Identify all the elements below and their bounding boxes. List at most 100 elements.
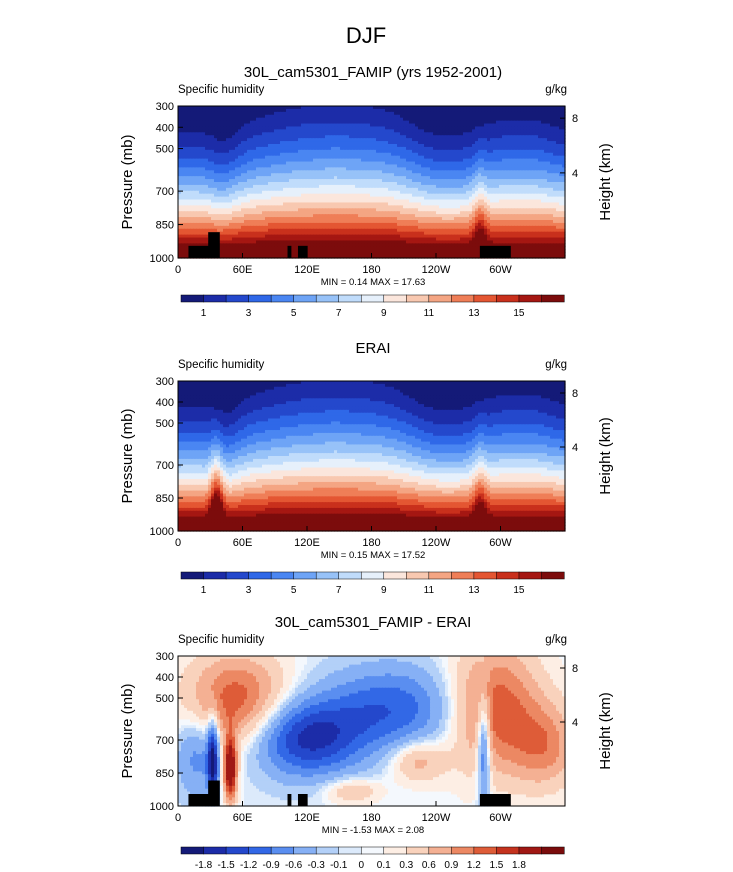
y-right-tick-label: 8	[572, 663, 578, 675]
x-tick-label: 180	[362, 264, 380, 276]
y-tick-label: 500	[156, 418, 174, 430]
y-tick-label: 700	[156, 735, 174, 747]
x-tick-label: 60E	[233, 264, 253, 276]
colorbar-label: -0.1	[330, 860, 348, 871]
colorbar: 1 3 5 7 9 11 13 15	[180, 294, 565, 319]
topography-mask	[297, 245, 308, 258]
colorbar-label: 13	[468, 308, 480, 319]
colorbar-label: 0.3	[399, 860, 413, 871]
x-tick-label: 120E	[294, 264, 320, 276]
colorbar-swatch	[360, 571, 385, 580]
colorbar-label: 15	[513, 308, 525, 319]
colorbar-label: 0.1	[377, 860, 391, 871]
x-tick-label: 120W	[422, 812, 451, 824]
colorbar-label: 9	[381, 308, 387, 319]
colorbar-swatch	[518, 846, 543, 855]
colorbar-swatch	[451, 294, 475, 303]
colorbar-swatch	[473, 571, 497, 580]
colorbar-swatch	[473, 846, 497, 855]
colorbar-swatch	[180, 294, 205, 303]
colorbar-swatch	[293, 571, 317, 580]
y-right-tick-label: 4	[572, 442, 578, 454]
chart-panel: 30L_cam5301_FAMIP (yrs 1952-2001) Specifi…	[119, 64, 614, 319]
colorbar-label: 13	[468, 585, 480, 596]
topography-mask	[287, 794, 292, 806]
topography-mask	[479, 245, 511, 258]
panel-title: ERAI	[355, 340, 390, 357]
x-tick-label: 60E	[233, 812, 253, 824]
colorbar-swatch	[518, 294, 543, 303]
colorbar-label: 11	[424, 585, 435, 596]
colorbar-swatch	[338, 846, 362, 855]
x-tick-label: 120W	[422, 264, 451, 276]
colorbar-swatch	[428, 294, 452, 303]
chart-panel: ERAI Specific humidity g/kg 300 400 500 700 850…	[119, 340, 614, 596]
right-annotation: g/kg	[545, 359, 567, 371]
y-tick-label: 850	[156, 493, 174, 505]
y-axis-label: Pressure (mb)	[119, 134, 136, 229]
colorbar-swatch	[451, 846, 475, 855]
colorbar-label: 3	[246, 308, 252, 319]
colorbar-label: 1.8	[512, 860, 526, 871]
colorbar-swatch	[270, 294, 295, 303]
topography-mask	[208, 780, 220, 806]
y-tick-label: 500	[156, 693, 174, 705]
colorbar-swatch	[225, 294, 250, 303]
colorbar-swatch	[360, 846, 385, 855]
colorbar-swatch	[541, 294, 565, 303]
colorbar-swatch	[203, 571, 227, 580]
y-tick-label: 300	[156, 376, 174, 388]
y-tick-label: 1000	[150, 253, 174, 265]
colorbar-swatch	[315, 294, 340, 303]
colorbar-swatch	[541, 571, 565, 580]
left-annotation: Specific humidity	[178, 359, 265, 371]
left-annotation: Specific humidity	[178, 84, 265, 96]
colorbar-label: -0.3	[308, 860, 326, 871]
colorbar-swatch	[406, 571, 430, 580]
colorbar-swatch	[338, 571, 362, 580]
colorbar: -1.8 -1.5 -1.2 -0.9 -0.6 -0.3 -0.1 0 0.1 0.3 0.6 0.…	[180, 846, 565, 871]
y-tick-label: 700	[156, 460, 174, 472]
colorbar-swatch	[180, 571, 205, 580]
x-tick-label: 0	[175, 264, 181, 276]
y-tick-label: 700	[156, 186, 174, 198]
topography-mask	[479, 794, 511, 806]
contour-field	[178, 381, 566, 532]
colorbar-swatch	[315, 571, 340, 580]
colorbar-label: 7	[336, 308, 342, 319]
y-right-tick-label: 4	[572, 717, 578, 729]
colorbar-label: -0.6	[285, 860, 303, 871]
y-tick-label: 500	[156, 144, 174, 156]
colorbar-swatch	[315, 846, 340, 855]
topography-mask	[188, 794, 212, 806]
colorbar-swatch	[406, 294, 430, 303]
colorbar-swatch	[203, 294, 227, 303]
colorbar-label: 1.2	[467, 860, 481, 871]
y-right-axis-label: Height (km)	[597, 692, 614, 770]
stats-label: MIN = 0.15 MAX = 17.52	[321, 550, 426, 561]
colorbar-swatch	[383, 571, 407, 580]
stats-label: MIN = -1.53 MAX = 2.08	[322, 825, 424, 836]
colorbar-swatch	[496, 846, 520, 855]
x-tick-label: 180	[362, 537, 380, 549]
colorbar-swatch	[451, 571, 475, 580]
y-tick-label: 400	[156, 397, 174, 409]
x-tick-label: 60E	[233, 537, 253, 549]
right-annotation: g/kg	[545, 634, 567, 646]
colorbar-label: 0.9	[444, 860, 458, 871]
colorbar-swatch	[383, 294, 407, 303]
contour-field	[178, 106, 566, 259]
contour-field	[178, 656, 566, 807]
colorbar-swatch	[180, 846, 205, 855]
panel-title: 30L_cam5301_FAMIP (yrs 1952-2001)	[244, 64, 502, 81]
y-right-axis-label: Height (km)	[597, 417, 614, 495]
y-tick-label: 850	[156, 220, 174, 232]
colorbar-label: 3	[246, 585, 252, 596]
colorbar-swatch	[473, 294, 497, 303]
colorbar-label: 0.6	[422, 860, 436, 871]
colorbar-swatch	[428, 571, 452, 580]
colorbar-swatch	[541, 846, 565, 855]
colorbar-swatch	[518, 571, 543, 580]
x-tick-label: 120E	[294, 537, 320, 549]
colorbar-swatch	[406, 846, 430, 855]
